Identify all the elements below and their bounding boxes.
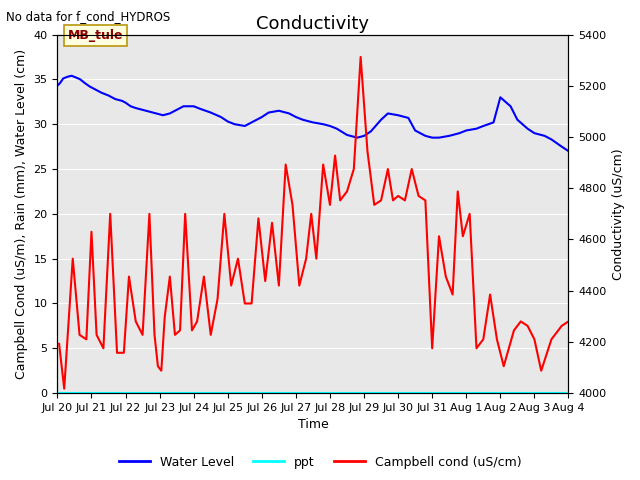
Y-axis label: Campbell Cond (uS/m), Rain (mm), Water Level (cm): Campbell Cond (uS/m), Rain (mm), Water L… <box>15 49 28 379</box>
Y-axis label: Conductivity (uS/cm): Conductivity (uS/cm) <box>612 148 625 280</box>
X-axis label: Time: Time <box>298 419 328 432</box>
Legend: Water Level, ppt, Campbell cond (uS/cm): Water Level, ppt, Campbell cond (uS/cm) <box>114 451 526 474</box>
Title: Conductivity: Conductivity <box>257 15 369 33</box>
Text: No data for f_cond_HYDROS: No data for f_cond_HYDROS <box>6 10 171 23</box>
Text: MB_tule: MB_tule <box>68 29 123 42</box>
